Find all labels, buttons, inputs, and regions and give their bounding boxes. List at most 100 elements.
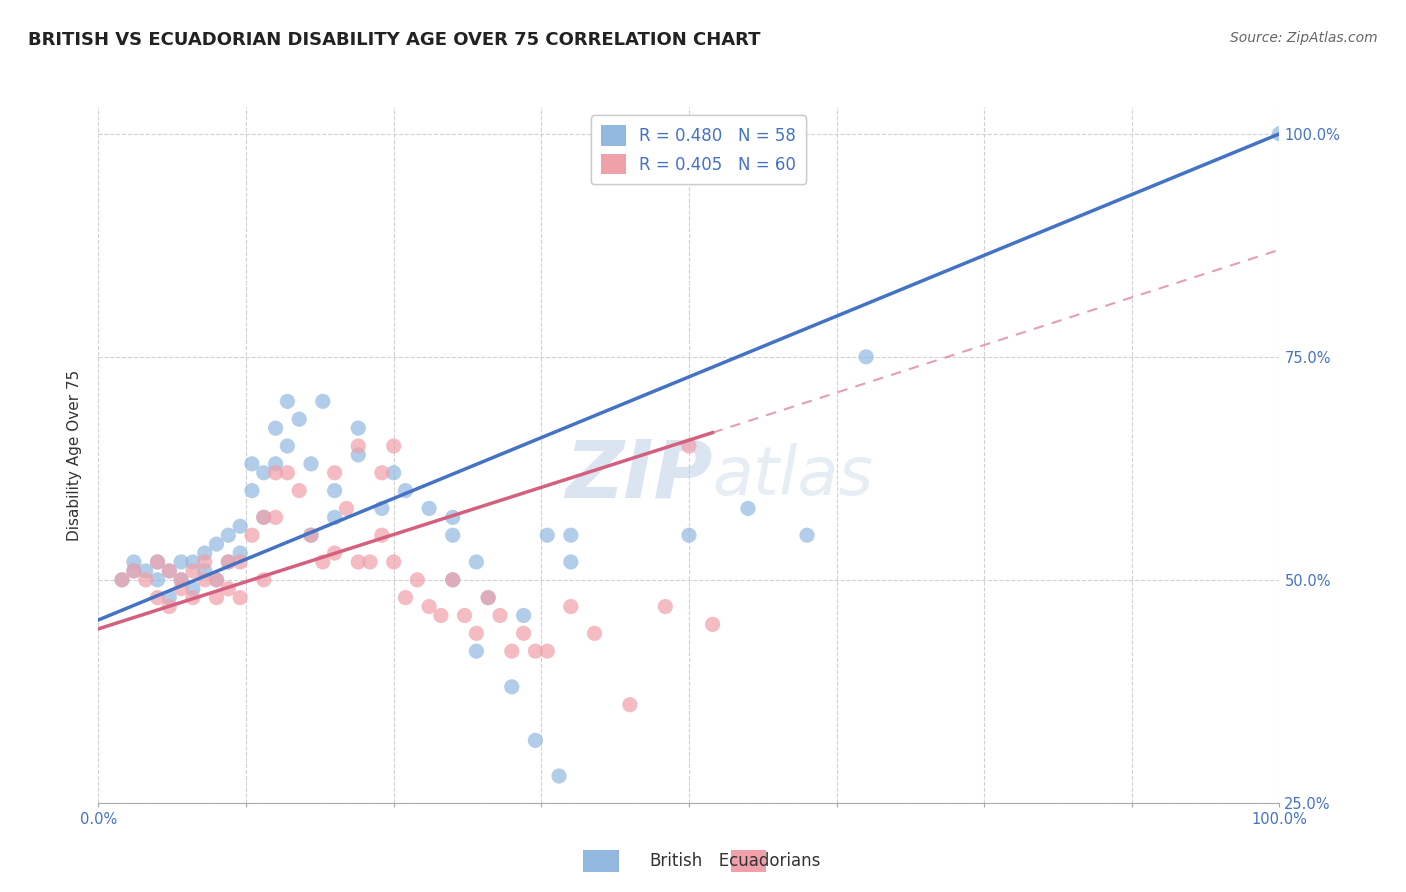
- Point: [441, 573, 464, 587]
- Point: [382, 849, 405, 863]
- Point: [512, 608, 534, 623]
- Point: [312, 394, 335, 409]
- Point: [335, 501, 357, 516]
- Point: [359, 822, 381, 837]
- Text: atlas: atlas: [713, 442, 873, 508]
- Text: British: British: [650, 852, 703, 870]
- Point: [299, 528, 322, 542]
- Point: [135, 564, 157, 578]
- Point: [122, 555, 145, 569]
- Point: [323, 510, 346, 524]
- Point: [264, 457, 287, 471]
- Point: [288, 412, 311, 426]
- Point: [394, 483, 416, 498]
- Point: [170, 582, 193, 596]
- Point: [406, 573, 429, 587]
- Point: [217, 582, 239, 596]
- Point: [217, 528, 239, 542]
- Point: [264, 510, 287, 524]
- Point: [122, 564, 145, 578]
- Point: [253, 466, 276, 480]
- Point: [181, 591, 204, 605]
- Point: [465, 626, 488, 640]
- Point: [229, 555, 252, 569]
- Point: [347, 439, 370, 453]
- Point: [146, 555, 169, 569]
- Point: [796, 528, 818, 542]
- Point: [453, 608, 475, 623]
- Point: [217, 555, 239, 569]
- Point: [441, 510, 464, 524]
- Point: [619, 698, 641, 712]
- Point: [229, 591, 252, 605]
- Point: [205, 537, 228, 551]
- Point: [855, 350, 877, 364]
- Point: [524, 733, 547, 747]
- Point: [654, 599, 676, 614]
- Point: [157, 591, 180, 605]
- Point: [430, 608, 453, 623]
- Point: [276, 394, 298, 409]
- Point: [111, 573, 134, 587]
- Point: [194, 555, 217, 569]
- Point: [737, 501, 759, 516]
- Point: [181, 555, 204, 569]
- Point: [146, 555, 169, 569]
- Point: [477, 591, 499, 605]
- Point: [299, 457, 322, 471]
- Point: [512, 626, 534, 640]
- Point: [359, 555, 381, 569]
- Point: [560, 528, 582, 542]
- Point: [194, 546, 217, 560]
- Point: [229, 546, 252, 560]
- Point: [253, 510, 276, 524]
- Point: [157, 564, 180, 578]
- Point: [382, 555, 405, 569]
- Point: [465, 555, 488, 569]
- Point: [382, 466, 405, 480]
- Point: [501, 680, 523, 694]
- Point: [536, 644, 558, 658]
- Point: [122, 564, 145, 578]
- Point: [524, 644, 547, 658]
- Text: BRITISH VS ECUADORIAN DISABILITY AGE OVER 75 CORRELATION CHART: BRITISH VS ECUADORIAN DISABILITY AGE OVE…: [28, 31, 761, 49]
- Point: [205, 591, 228, 605]
- Point: [323, 483, 346, 498]
- Point: [489, 608, 512, 623]
- Point: [240, 528, 263, 542]
- Point: [394, 591, 416, 605]
- Point: [678, 439, 700, 453]
- Point: [253, 510, 276, 524]
- Point: [371, 466, 394, 480]
- Point: [441, 573, 464, 587]
- Y-axis label: Disability Age Over 75: Disability Age Over 75: [67, 369, 83, 541]
- Point: [299, 528, 322, 542]
- Point: [702, 617, 724, 632]
- Point: [181, 582, 204, 596]
- Text: Ecuadorians: Ecuadorians: [703, 852, 820, 870]
- Point: [276, 439, 298, 453]
- Point: [157, 564, 180, 578]
- Point: [111, 573, 134, 587]
- Point: [347, 448, 370, 462]
- Point: [382, 439, 405, 453]
- Point: [205, 573, 228, 587]
- Point: [477, 591, 499, 605]
- Point: [194, 564, 217, 578]
- Point: [323, 546, 346, 560]
- Point: [347, 555, 370, 569]
- Point: [170, 555, 193, 569]
- Point: [146, 573, 169, 587]
- Point: [371, 501, 394, 516]
- Point: [253, 573, 276, 587]
- Point: [371, 528, 394, 542]
- Point: [135, 573, 157, 587]
- Text: Source: ZipAtlas.com: Source: ZipAtlas.com: [1230, 31, 1378, 45]
- Point: [170, 573, 193, 587]
- Point: [205, 573, 228, 587]
- Point: [548, 769, 571, 783]
- Point: [560, 599, 582, 614]
- Point: [583, 626, 606, 640]
- Point: [323, 466, 346, 480]
- Point: [264, 466, 287, 480]
